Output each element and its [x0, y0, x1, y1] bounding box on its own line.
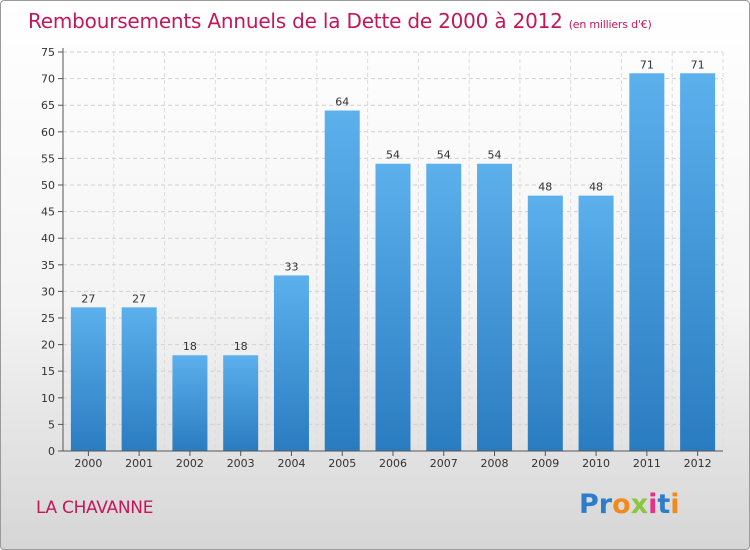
bar-2011 [629, 73, 665, 451]
title-text: Remboursements Annuels de la Dette de 20… [28, 9, 563, 33]
bar-2000 [70, 307, 106, 451]
bar-2008 [477, 163, 513, 451]
x-tick-label-2004: 2004 [277, 457, 305, 470]
logo-letter: i [670, 489, 680, 520]
y-tick-label: 20 [41, 339, 55, 352]
y-tick-label: 0 [48, 445, 55, 458]
x-tick-label-2001: 2001 [125, 457, 153, 470]
proxiti-logo: Proxiti [579, 489, 680, 520]
y-tick-label: 55 [41, 152, 55, 165]
y-tick-label: 50 [41, 179, 55, 192]
y-tick-label: 30 [41, 285, 55, 298]
x-tick-label-2006: 2006 [379, 457, 407, 470]
y-tick-label: 10 [41, 392, 55, 405]
value-label-2001: 27 [132, 292, 146, 305]
value-label-2002: 18 [183, 340, 197, 353]
chart-title: Remboursements Annuels de la Dette de 20… [28, 9, 652, 33]
bar-2007 [426, 163, 462, 451]
x-tick-label-2010: 2010 [582, 457, 610, 470]
bar-2010 [578, 195, 614, 451]
logo-letter: r [598, 489, 613, 520]
value-label-2003: 18 [234, 340, 248, 353]
y-tick-label: 15 [41, 365, 55, 378]
y-tick-label: 25 [41, 312, 55, 325]
value-label-2006: 54 [386, 149, 400, 162]
y-tick-label: 40 [41, 232, 55, 245]
y-tick-label: 65 [41, 99, 55, 112]
y-tick-label: 35 [41, 259, 55, 272]
bar-2006 [375, 163, 411, 451]
value-label-2005: 64 [335, 96, 349, 109]
value-label-2000: 27 [81, 292, 95, 305]
bar-2003 [223, 355, 259, 451]
x-tick-label-2007: 2007 [430, 457, 458, 470]
unit-label: (en milliers d'€) [568, 18, 652, 31]
value-label-2008: 54 [488, 149, 502, 162]
value-label-2007: 54 [437, 149, 451, 162]
logo-letter: i [648, 489, 658, 520]
value-label-2004: 33 [284, 260, 298, 273]
value-label-2012: 71 [691, 58, 705, 71]
x-tick-label-2011: 2011 [633, 457, 661, 470]
bar-2009 [527, 195, 563, 451]
logo-letter: o [612, 489, 631, 520]
x-tick-label-2012: 2012 [684, 457, 712, 470]
y-tick-label: 75 [41, 46, 55, 59]
y-tick-label: 60 [41, 126, 55, 139]
logo-letter: t [657, 489, 671, 520]
x-tick-label-2005: 2005 [328, 457, 356, 470]
x-tick-label-2009: 2009 [531, 457, 559, 470]
x-tick-label-2002: 2002 [176, 457, 204, 470]
bar-2004 [273, 275, 309, 451]
x-tick-label-2000: 2000 [74, 457, 102, 470]
logo-letter: P [579, 489, 599, 520]
bar-2002 [172, 355, 208, 451]
x-tick-label-2008: 2008 [481, 457, 509, 470]
bar-2001 [121, 307, 157, 451]
value-label-2009: 48 [538, 181, 552, 194]
value-label-2010: 48 [589, 181, 603, 194]
axes: 0 5 10 15 20 25 30 35 40 45 50 55 60 65 70 75 2000 2001 20… [41, 46, 723, 470]
bars: 27 27 18 18 33 64 54 54 54 48 48 71 71 [70, 58, 716, 452]
bar-2012 [680, 73, 716, 451]
y-tick-label: 70 [41, 73, 55, 86]
bar-2005 [324, 110, 360, 452]
x-tick-label-2003: 2003 [227, 457, 255, 470]
commune-name: LA CHAVANNE [36, 498, 154, 518]
logo-letter: x [630, 489, 649, 520]
y-tick-label: 45 [41, 206, 55, 219]
value-label-2011: 71 [640, 58, 654, 71]
y-tick-label: 5 [48, 418, 55, 431]
